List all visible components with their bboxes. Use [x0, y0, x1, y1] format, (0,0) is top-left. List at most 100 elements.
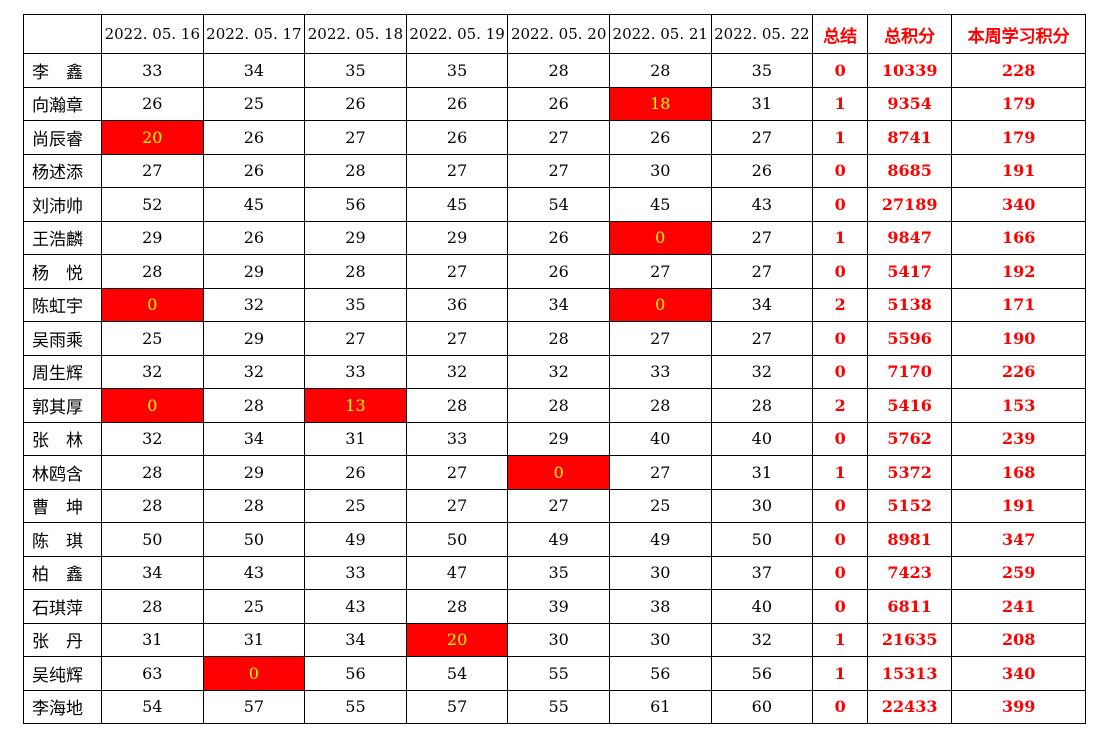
- day-score-cell: 27: [304, 321, 407, 356]
- total-points-cell: 5762: [867, 421, 953, 456]
- day-score-cell: 45: [202, 187, 306, 222]
- week-points-cell: 208: [951, 622, 1087, 657]
- table-row: 杨述添 27 26 28 27 27 30 26 0 8685 191: [23, 153, 1087, 188]
- day-score-cell: 28: [608, 53, 712, 88]
- day-score-cell: 29: [101, 220, 204, 255]
- day-score-cell: 35: [710, 53, 814, 88]
- date-column-header: 2022. 05. 18: [304, 14, 407, 54]
- day-score-cell: 43: [304, 589, 407, 624]
- day-score-cell: 35: [304, 287, 407, 322]
- student-name-cell: 郭其厚: [23, 388, 102, 423]
- day-score-cell: 27: [608, 321, 712, 356]
- total-points-cell: 8741: [867, 120, 953, 155]
- total-points-cell: 6811: [867, 589, 953, 624]
- week-points-cell: 168: [951, 455, 1087, 490]
- day-score-cell: 29: [405, 220, 509, 255]
- table-row: 陈虹宇 0 32 35 36 34 0 34 2 5138 171: [23, 287, 1087, 322]
- day-score-cell: 28: [507, 53, 610, 88]
- day-score-cell: 30: [507, 622, 610, 657]
- day-score-cell: 27: [710, 321, 814, 356]
- table-row: 陈 琪 50 50 49 50 49 49 50 0 8981 347: [23, 522, 1087, 557]
- total-points-cell: 8685: [867, 153, 953, 188]
- date-column-header: 2022. 05. 20: [507, 14, 610, 54]
- day-score-cell: 0: [608, 287, 712, 322]
- day-score-cell: 27: [405, 455, 509, 490]
- day-score-cell: 40: [608, 421, 712, 456]
- student-name-cell: 陈虹宇: [23, 287, 102, 322]
- total-points-cell: 9847: [867, 220, 953, 255]
- day-score-cell: 61: [608, 689, 712, 724]
- day-score-cell: 32: [710, 354, 814, 389]
- day-score-cell: 29: [202, 455, 306, 490]
- day-score-cell: 29: [202, 321, 306, 356]
- day-score-cell: 56: [608, 656, 712, 691]
- student-name-cell: 刘沛帅: [23, 187, 102, 222]
- table-row: 刘沛帅 52 45 56 45 54 45 43 0 27189 340: [23, 187, 1087, 222]
- day-score-cell: 27: [608, 455, 712, 490]
- table-row: 柏 鑫 34 43 33 47 35 30 37 0 7423 259: [23, 555, 1087, 590]
- day-score-cell: 27: [405, 153, 509, 188]
- day-score-cell: 26: [101, 86, 204, 121]
- student-name-cell: 张 林: [23, 421, 102, 456]
- day-score-cell: 13: [304, 388, 407, 423]
- day-score-cell: 33: [304, 555, 407, 590]
- day-score-cell: 35: [304, 53, 407, 88]
- header-row: 2022. 05. 16 2022. 05. 17 2022. 05. 18 2022…: [23, 14, 1087, 54]
- day-score-cell: 33: [101, 53, 204, 88]
- day-score-cell: 27: [608, 254, 712, 289]
- date-column-header: 2022. 05. 16: [101, 14, 204, 54]
- week-points-cell: 190: [951, 321, 1087, 356]
- student-name-cell: 杨 悦: [23, 254, 102, 289]
- student-name-cell: 林鸥含: [23, 455, 102, 490]
- total-points-cell: 22433: [867, 689, 953, 724]
- table-row: 郭其厚 0 28 13 28 28 28 28 2 5416 153: [23, 388, 1087, 423]
- week-points-cell: 179: [951, 120, 1087, 155]
- total-points-cell: 27189: [867, 187, 953, 222]
- summary-count-cell: 0: [812, 689, 869, 724]
- day-score-cell: 26: [202, 120, 306, 155]
- total-points-cell: 10339: [867, 53, 953, 88]
- day-score-cell: 25: [101, 321, 204, 356]
- summary-column-header: 总结: [812, 14, 869, 54]
- summary-count-cell: 2: [812, 388, 869, 423]
- total-points-cell: 5416: [867, 388, 953, 423]
- table-row: 周生辉 32 32 33 32 32 33 32 0 7170 226: [23, 354, 1087, 389]
- day-score-cell: 56: [304, 187, 407, 222]
- day-score-cell: 27: [405, 321, 509, 356]
- day-score-cell: 31: [202, 622, 306, 657]
- day-score-cell: 28: [507, 388, 610, 423]
- day-score-cell: 32: [202, 354, 306, 389]
- table-row: 张 丹 31 31 34 20 30 30 32 1 21635 208: [23, 622, 1087, 657]
- day-score-cell: 34: [507, 287, 610, 322]
- day-score-cell: 57: [202, 689, 306, 724]
- day-score-cell: 28: [405, 388, 509, 423]
- day-score-cell: 57: [405, 689, 509, 724]
- week-points-cell: 166: [951, 220, 1087, 255]
- day-score-cell: 28: [101, 254, 204, 289]
- day-score-cell: 28: [405, 589, 509, 624]
- day-score-cell: 36: [405, 287, 509, 322]
- summary-count-cell: 1: [812, 120, 869, 155]
- date-column-header: 2022. 05. 17: [202, 14, 306, 54]
- summary-count-cell: 1: [812, 86, 869, 121]
- week-points-cell: 340: [951, 187, 1087, 222]
- day-score-cell: 20: [405, 622, 509, 657]
- day-score-cell: 31: [304, 421, 407, 456]
- day-score-cell: 56: [304, 656, 407, 691]
- summary-count-cell: 2: [812, 287, 869, 322]
- day-score-cell: 25: [608, 488, 712, 523]
- day-score-cell: 25: [202, 589, 306, 624]
- day-score-cell: 34: [710, 287, 814, 322]
- day-score-cell: 49: [304, 522, 407, 557]
- day-score-cell: 0: [608, 220, 712, 255]
- summary-count-cell: 0: [812, 354, 869, 389]
- week-points-cell: 192: [951, 254, 1087, 289]
- student-name-cell: 尚辰睿: [23, 120, 102, 155]
- week-points-cell: 347: [951, 522, 1087, 557]
- day-score-cell: 43: [202, 555, 306, 590]
- table-body: 李 鑫 33 34 35 35 28 28 35 0 10339 228 向瀚章 26 25 26 26 26 1…: [23, 53, 1087, 724]
- table-row: 吴雨乘 25 29 27 27 28 27 27 0 5596 190: [23, 321, 1087, 356]
- total-points-cell: 7170: [867, 354, 953, 389]
- summary-count-cell: 0: [812, 555, 869, 590]
